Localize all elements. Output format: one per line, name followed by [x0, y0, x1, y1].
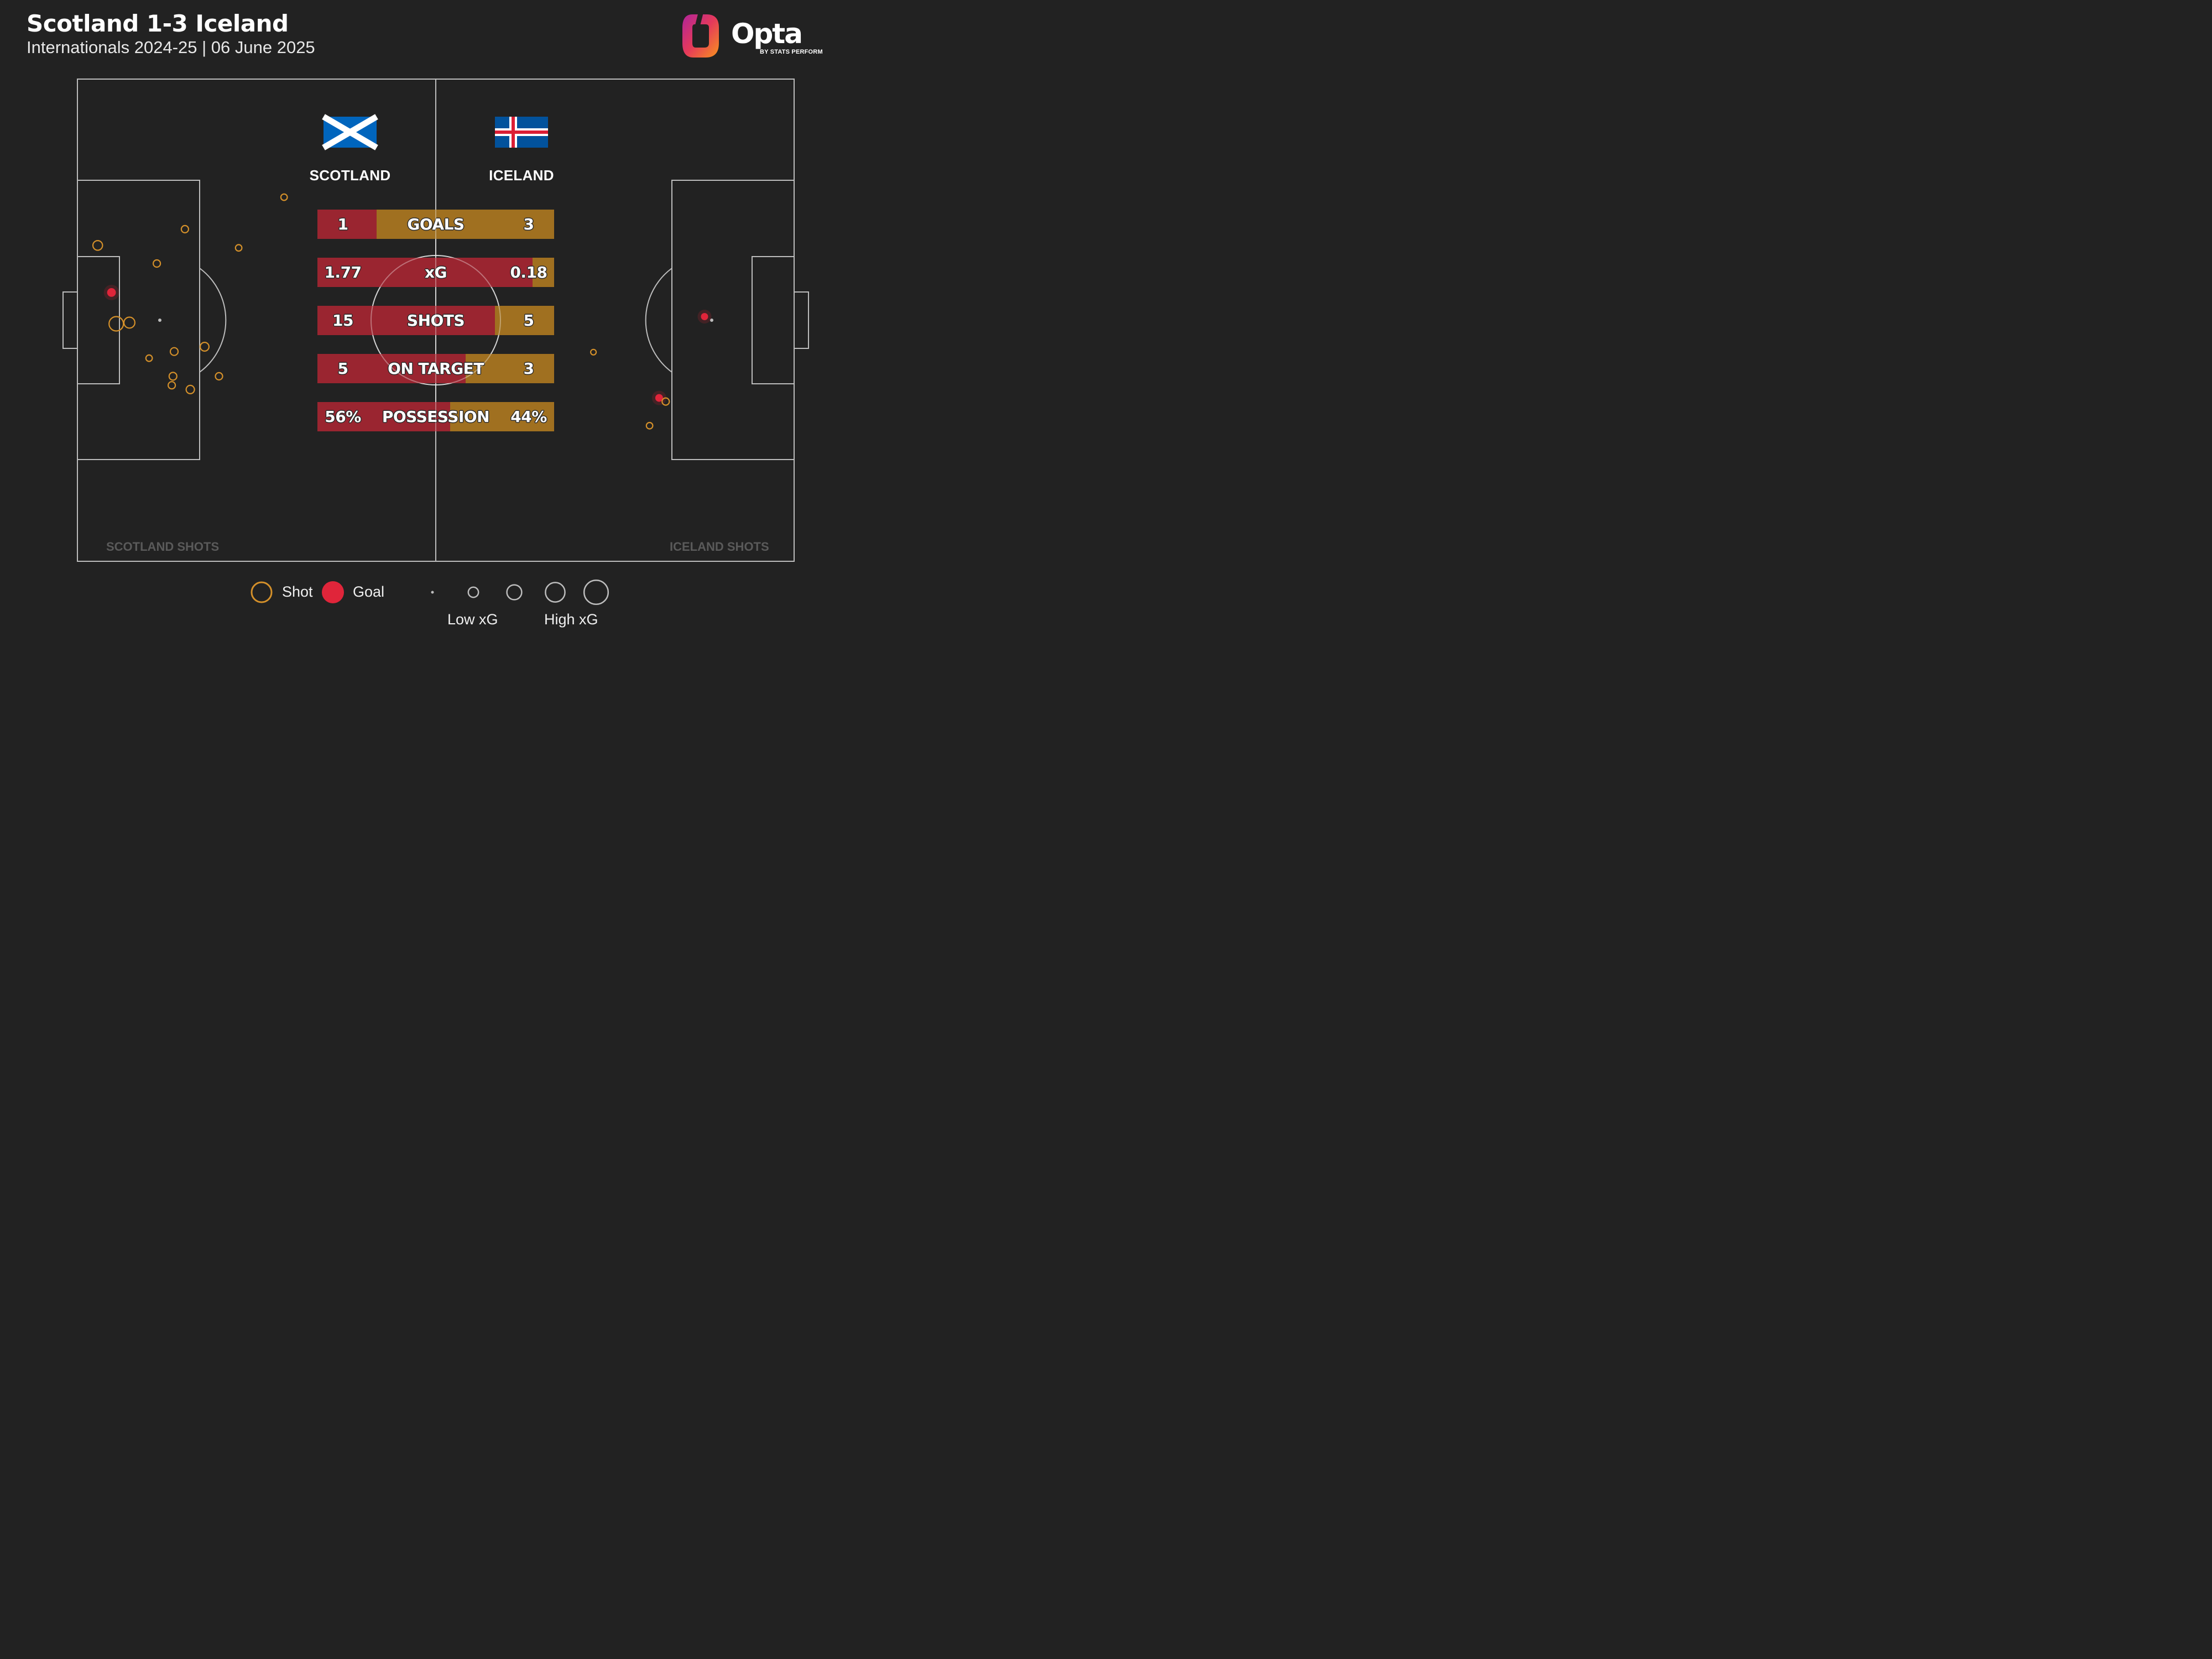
home-shots-label: SCOTLAND SHOTS [106, 540, 220, 554]
stat-home-bar [317, 210, 377, 239]
pitch-shot-map [62, 79, 809, 606]
stat-home-bar [317, 354, 466, 383]
penalty-spot-right [710, 319, 713, 322]
shot-marker [185, 384, 195, 395]
shot-marker [153, 259, 161, 268]
stat-label: GOALS [407, 215, 465, 233]
stat-away-value: 5 [523, 311, 534, 330]
stat-row-possession: 56% POSSESSION 44% [317, 402, 554, 431]
shots-layer [92, 193, 712, 430]
shot-marker [200, 341, 210, 352]
shot-marker [92, 239, 103, 251]
legend [251, 579, 609, 606]
stat-row-xg: 1.77 xG 0.18 [317, 258, 554, 287]
scotland-flag-icon [322, 114, 378, 150]
home-team-name: SCOTLAND [309, 167, 391, 184]
shot-marker [168, 381, 176, 390]
shot-marker [168, 372, 178, 381]
page-subtitle: Internationals 2024-25 | 06 June 2025 [27, 38, 315, 57]
away-shots-label: ICELAND SHOTS [670, 540, 769, 554]
stat-home-value: 5 [337, 359, 348, 378]
stat-row-goals: 1 GOALS 3 [317, 210, 554, 239]
stat-away-value: 3 [523, 215, 534, 233]
goal-marker [701, 313, 708, 320]
opta-logo-subtext: BY STATS PERFORM [760, 49, 823, 55]
stat-home-value: 1 [337, 215, 348, 233]
shot-marker [280, 193, 288, 201]
goal-marker [655, 394, 663, 402]
legend-xg-size-marker [431, 591, 434, 594]
legend-xg-size-marker [583, 579, 609, 606]
stat-home-bar [317, 402, 450, 431]
shot-marker [180, 225, 189, 233]
legend-goal-label: Goal [353, 583, 385, 600]
legend-xg-size-marker [545, 582, 566, 603]
opta-logo-icon [682, 12, 719, 58]
iceland-flag-icon [495, 117, 548, 148]
goal-marker [107, 288, 116, 297]
stat-label: xG [424, 263, 447, 281]
legend-xg-size-marker [506, 584, 523, 601]
shot-marker [215, 372, 223, 381]
stat-away-value: 3 [523, 359, 534, 378]
legend-shot-label: Shot [282, 583, 313, 600]
stat-row-on-target: 5 ON TARGET 3 [317, 354, 554, 383]
opta-logo-text: Opta [731, 18, 803, 50]
stat-home-bar [317, 258, 533, 287]
legend-shot-marker [251, 581, 273, 603]
stat-home-value: 1.77 [324, 263, 362, 281]
stat-row-shots: 15 SHOTS 5 [317, 306, 554, 335]
shot-marker [234, 244, 243, 252]
shot-marker [661, 397, 670, 406]
legend-goal-marker [322, 581, 344, 603]
shot-marker [145, 354, 153, 362]
stat-home-value: 15 [332, 311, 353, 330]
opta-logo: Opta BY STATS PERFORM [680, 11, 824, 61]
stat-home-bar [317, 306, 495, 335]
shot-marker [108, 316, 124, 332]
stat-away-value: 44% [510, 408, 547, 426]
away-team-name: ICELAND [489, 167, 554, 184]
stat-home-value: 56% [325, 408, 361, 426]
legend-xg-size-marker [467, 586, 479, 598]
page-title: Scotland 1-3 Iceland [27, 10, 289, 37]
stat-away-value: 0.18 [510, 263, 547, 281]
stat-label: POSSESSION [382, 408, 490, 426]
shot-marker [123, 316, 136, 329]
legend-high-xg-label: High xG [544, 611, 598, 628]
shot-marker [645, 421, 654, 430]
shot-marker [169, 347, 179, 356]
stat-label: ON TARGET [388, 359, 484, 378]
shot-marker [589, 348, 597, 356]
stat-label: SHOTS [406, 311, 465, 330]
legend-low-xg-label: Low xG [447, 611, 498, 628]
penalty-spot-left [158, 319, 161, 322]
